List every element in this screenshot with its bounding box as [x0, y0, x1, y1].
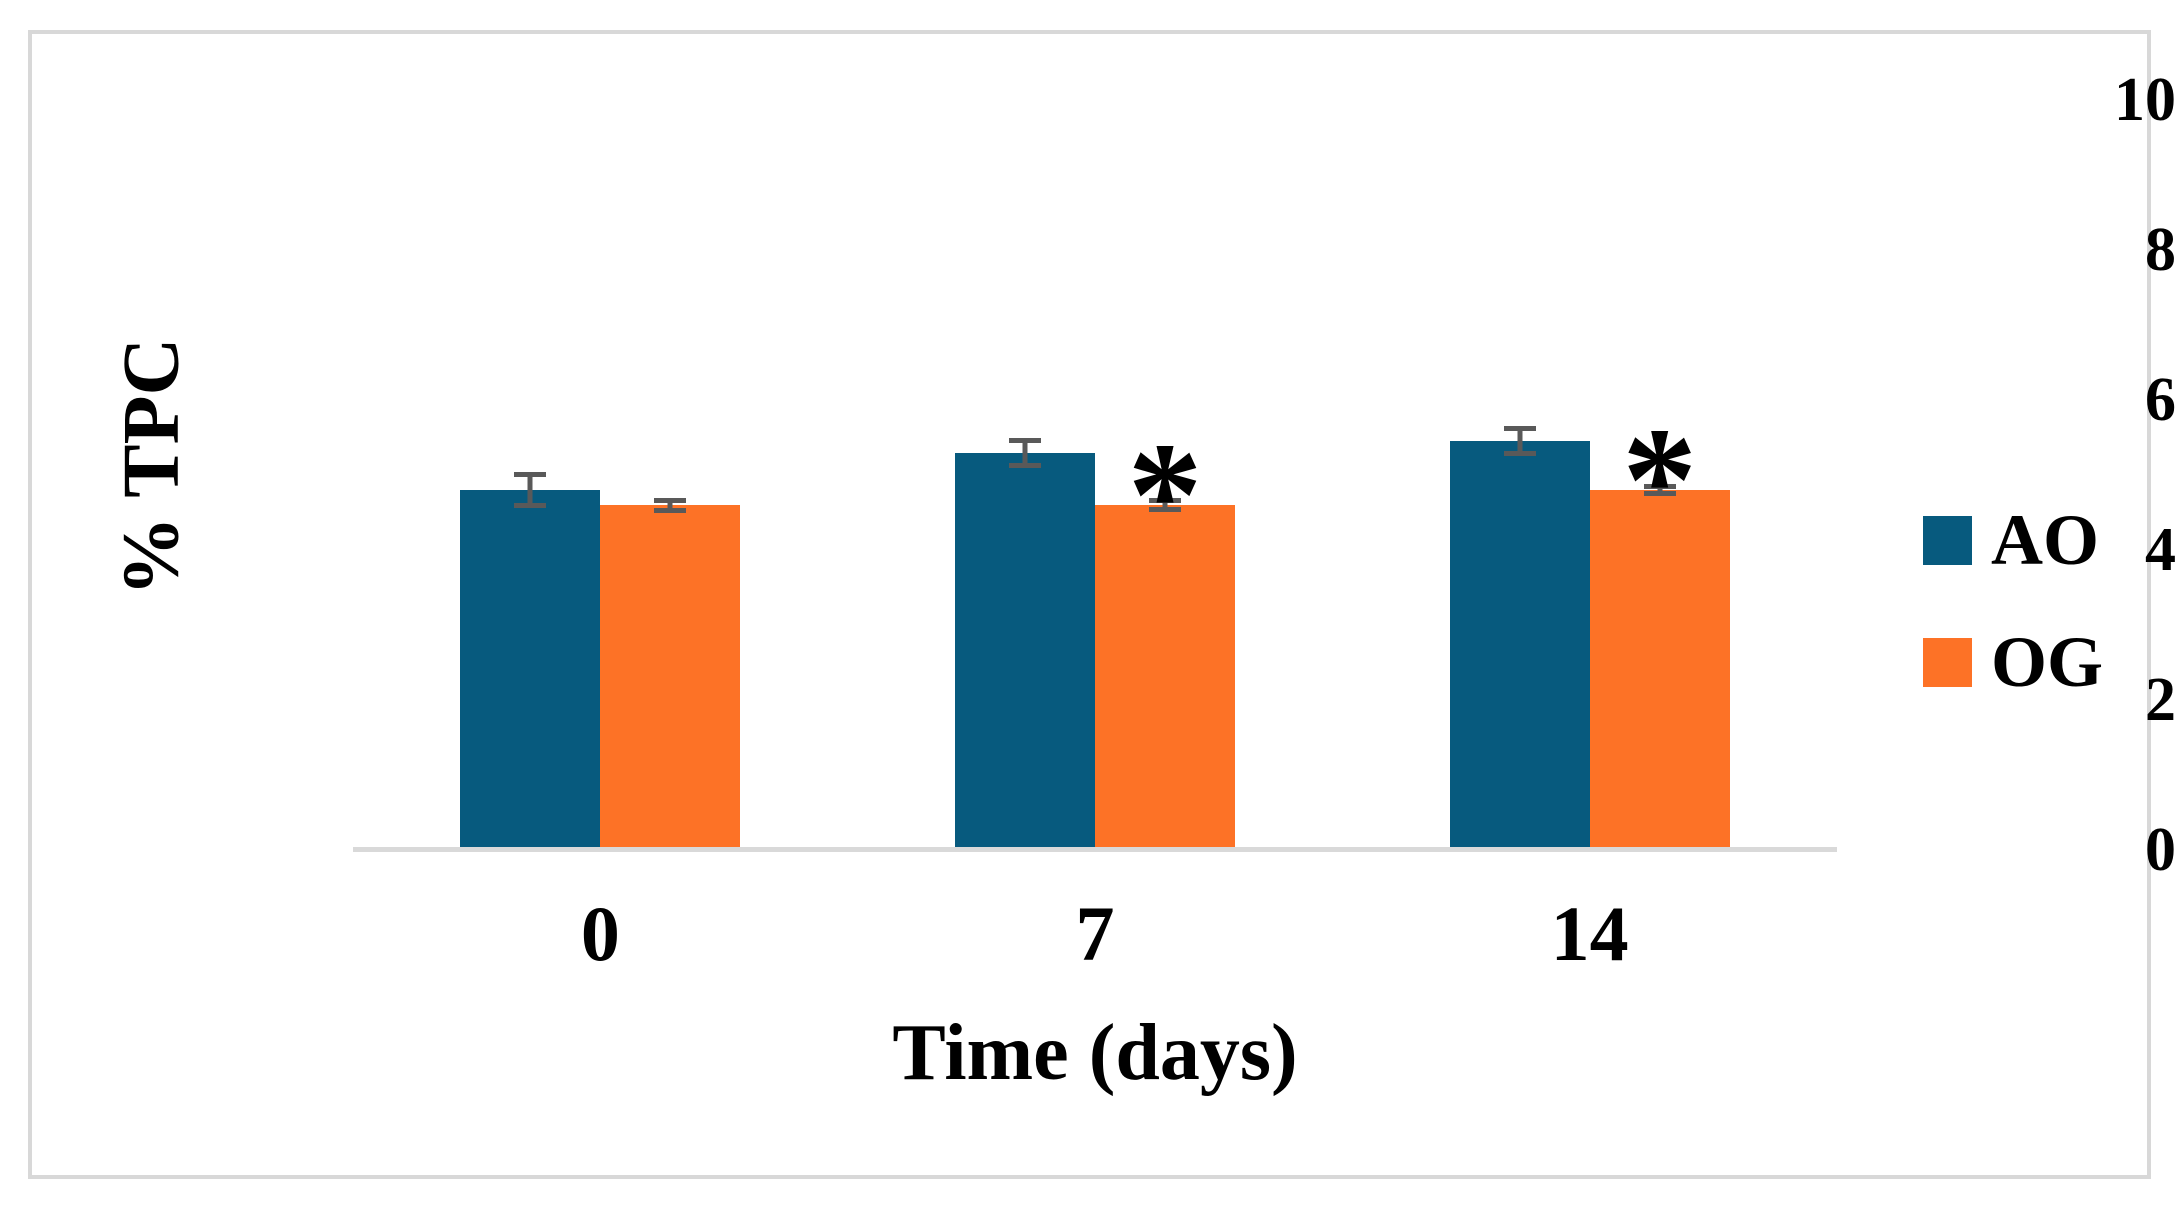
- x-tick-label: 0: [580, 890, 620, 977]
- error-bar-ao-day0: [514, 472, 547, 508]
- legend-item-ao: AO: [1923, 500, 2099, 580]
- bar-ao-day0: [460, 490, 601, 850]
- legend-swatch-ao: [1923, 515, 1972, 565]
- y-tick-label: 10: [2114, 66, 2176, 134]
- y-tick-label: 2: [2145, 666, 2176, 734]
- x-tick-label: 14: [1550, 890, 1629, 977]
- bar-og-day14: [1589, 490, 1730, 850]
- bar-ao-day14: [1449, 441, 1590, 850]
- x-axis-line: [353, 847, 1837, 852]
- y-tick-label: 6: [2145, 366, 2176, 434]
- error-bar-ao-day14: [1503, 426, 1536, 457]
- bar-og-day0: [600, 505, 741, 850]
- y-tick-label: 4: [2145, 516, 2176, 584]
- legend-label-ao: AO: [1991, 500, 2099, 580]
- legend-label-og: OG: [1991, 622, 2104, 702]
- x-axis-title: Time (days): [892, 1009, 1298, 1097]
- error-bar-og-day7: [1149, 498, 1181, 512]
- bar-og-day7: [1095, 505, 1235, 850]
- y-axis-title: % TPC: [107, 337, 196, 597]
- error-bar-og-day14: [1643, 484, 1676, 496]
- significance-asterisk-day7: *: [1127, 412, 1203, 578]
- error-bar-og-day0: [654, 497, 687, 513]
- significance-asterisk-day14: *: [1622, 397, 1698, 563]
- legend-item-og: OG: [1923, 622, 2104, 702]
- legend-swatch-og: [1923, 637, 1972, 687]
- bar-ao-day7: [955, 452, 1095, 850]
- x-tick-label: 7: [1075, 890, 1115, 977]
- y-tick-label: 0: [2145, 816, 2176, 884]
- y-tick-label: 8: [2145, 216, 2176, 284]
- error-bar-ao-day7: [1009, 437, 1041, 468]
